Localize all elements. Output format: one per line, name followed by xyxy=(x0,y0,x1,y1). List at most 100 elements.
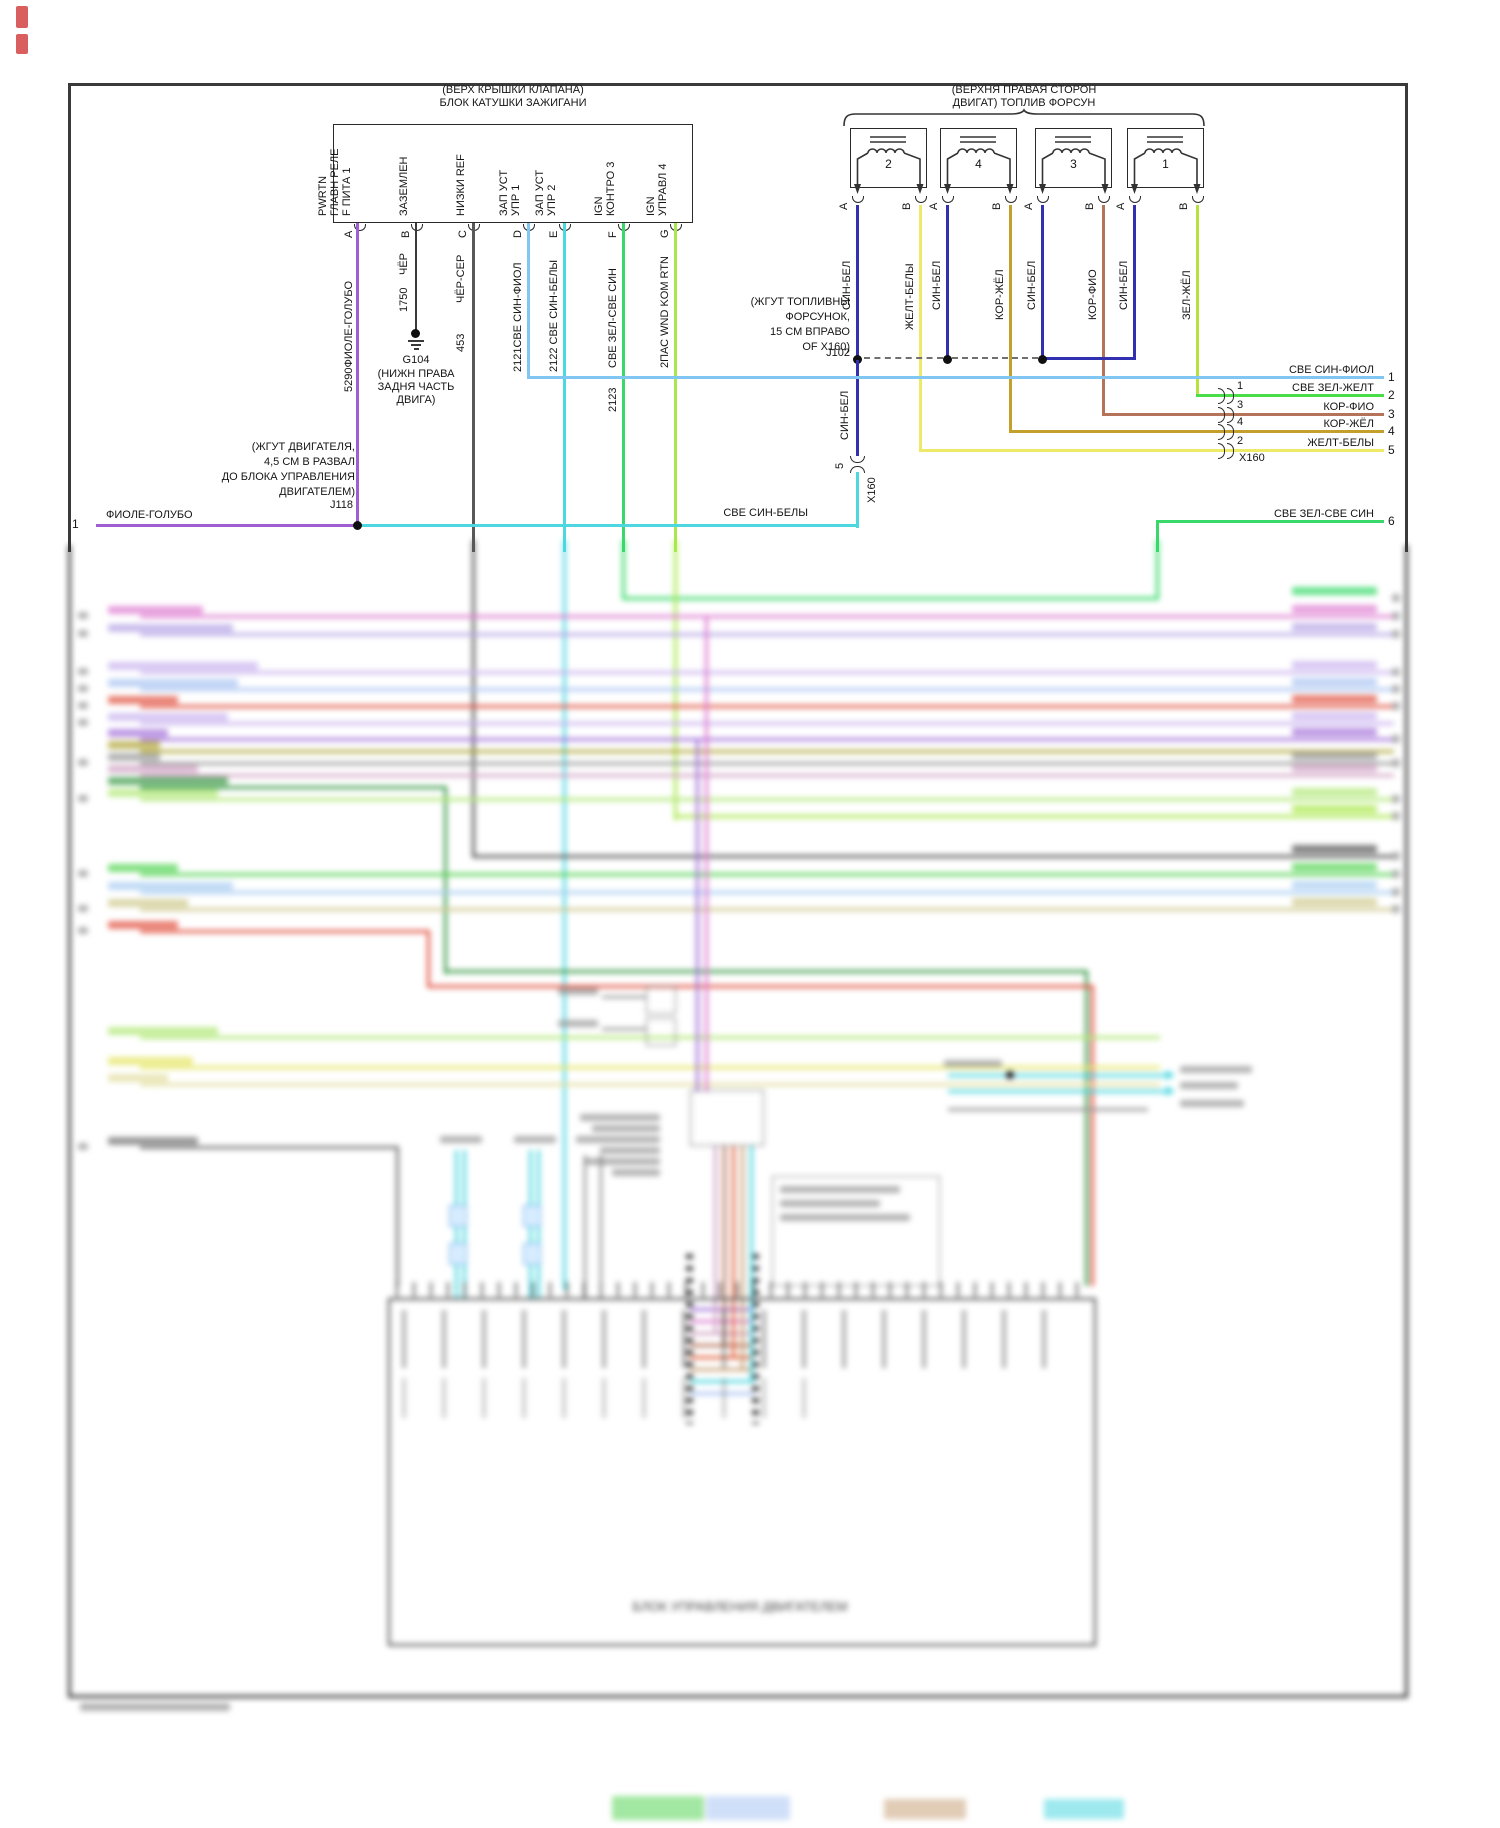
blurred-note xyxy=(580,1114,660,1121)
blurred-connector xyxy=(449,1243,467,1265)
blurred-note xyxy=(612,1169,660,1176)
sheet-border-left xyxy=(68,83,71,552)
blurred-label xyxy=(108,882,233,890)
blurred-wire xyxy=(140,722,1394,725)
blurred-smudge xyxy=(612,1796,704,1820)
blurred-number xyxy=(78,630,88,637)
wire-cyan xyxy=(358,524,859,527)
connector-pin-number: 2 xyxy=(1237,435,1244,447)
blurred-pin-labels xyxy=(402,1310,1082,1368)
connector-pin-number: 1 xyxy=(1237,380,1244,392)
blurred-number xyxy=(78,905,88,912)
blurred-connector-box xyxy=(646,986,676,1014)
blurred-wire xyxy=(140,891,1394,894)
blurred-wire xyxy=(600,1155,602,1298)
blurred-wire xyxy=(140,798,1394,801)
sheet-border-top xyxy=(68,83,1408,86)
blurred-label xyxy=(1292,661,1377,669)
blurred-wire xyxy=(140,762,1394,765)
blurred-connector xyxy=(523,1243,541,1265)
blurred-label xyxy=(108,1074,168,1082)
page-edge-mark xyxy=(16,6,28,28)
blurred-wire xyxy=(140,774,1394,777)
blurred-wire xyxy=(140,750,1394,753)
wire-brown xyxy=(1102,413,1384,416)
blurred-label xyxy=(1292,605,1377,613)
coil-block-title-2: БЛОК КАТУШКИ ЗАЖИГАНИ xyxy=(439,97,587,109)
blurred-number xyxy=(1392,852,1400,860)
blurred-label xyxy=(1292,863,1377,871)
blurred-wire xyxy=(602,996,646,998)
blurred-wire xyxy=(705,615,708,1092)
blurred-wire xyxy=(140,1083,1160,1086)
blurred-note xyxy=(780,1186,900,1193)
blurred-wire xyxy=(622,540,625,600)
blurred-connector xyxy=(523,1205,541,1227)
injector-coil-icon xyxy=(854,136,924,194)
junction-note: (ЖГУТ ДВИГАТЕЛЯ, 4,5 СМ В РАЗВАЛ ДО БЛОК… xyxy=(221,441,355,498)
blurred-label xyxy=(558,988,598,995)
blurred-wire xyxy=(427,930,430,987)
blurred-wire xyxy=(622,597,1159,600)
blurred-number xyxy=(1392,735,1400,743)
injector-coil-icon xyxy=(944,136,1014,194)
blurred-label xyxy=(108,729,168,737)
blurred-border xyxy=(68,1695,1408,1698)
blurred-wire xyxy=(723,1146,726,1344)
blurred-wire xyxy=(563,540,566,1290)
blurred-arrow-icon xyxy=(1166,1086,1175,1096)
blurred-label xyxy=(108,921,178,929)
blurred-number xyxy=(78,795,88,802)
wire-violet xyxy=(96,524,358,527)
wire-violet xyxy=(356,223,359,527)
blurred-number xyxy=(78,1143,88,1150)
blurred-wire xyxy=(140,873,1394,876)
blurred-number xyxy=(1392,812,1400,820)
page-edge-mark xyxy=(16,34,28,54)
wire-brown xyxy=(1102,205,1105,415)
blurred-label xyxy=(1180,1066,1252,1073)
inline-connector-icon xyxy=(850,466,865,473)
exit-row-number: 1 xyxy=(1388,370,1395,384)
wire-ltgreen xyxy=(674,223,677,552)
splice-dot xyxy=(853,355,862,364)
wire-green xyxy=(1156,520,1159,552)
brace-icon xyxy=(843,108,1205,127)
splice-id: J102 xyxy=(826,347,850,359)
splice-dot xyxy=(1038,355,1047,364)
exit-row-number: 2 xyxy=(1388,388,1395,402)
blurred-wire xyxy=(1091,985,1094,1286)
wire-black xyxy=(415,223,417,333)
blurred-smudge xyxy=(1044,1799,1124,1819)
blurred-label xyxy=(1292,712,1377,720)
blurred-wire xyxy=(714,1146,717,1332)
splice-dashed-wire xyxy=(864,357,943,359)
blurred-label xyxy=(1292,623,1377,631)
junction-id: J118 xyxy=(329,499,353,511)
blurred-wire xyxy=(602,1028,646,1030)
blurred-arrow-icon xyxy=(1166,1070,1175,1080)
blurred-wire xyxy=(472,855,1394,858)
injector-group-title-1: (ВЕРХНЯ ПРАВАЯ СТОРОН xyxy=(951,84,1097,96)
blurred-number xyxy=(78,719,88,726)
blurred-label xyxy=(108,777,228,785)
wire-green xyxy=(622,223,625,552)
blurred-number xyxy=(78,927,88,934)
ground-icon xyxy=(408,340,424,342)
blurred-label xyxy=(1292,845,1377,853)
blurred-label xyxy=(1180,1082,1238,1089)
wire-yellow xyxy=(919,205,922,450)
injector-number: 3 xyxy=(1070,157,1077,171)
blurred-footer-text xyxy=(80,1703,230,1711)
blurred-wire xyxy=(732,1146,735,1356)
blurred-number xyxy=(78,759,88,766)
blurred-note xyxy=(600,1147,660,1154)
blurred-wire xyxy=(472,540,475,857)
blurred-label xyxy=(1292,788,1377,796)
blurred-wire xyxy=(948,1074,1166,1077)
ecm-label: БЛОК УПРАВЛЕНИЯ ДВИГАТЕЛЕМ xyxy=(632,1599,848,1614)
blurred-label xyxy=(108,679,238,687)
wire-brightgreen xyxy=(1196,394,1384,397)
blurred-wire xyxy=(696,740,699,1092)
